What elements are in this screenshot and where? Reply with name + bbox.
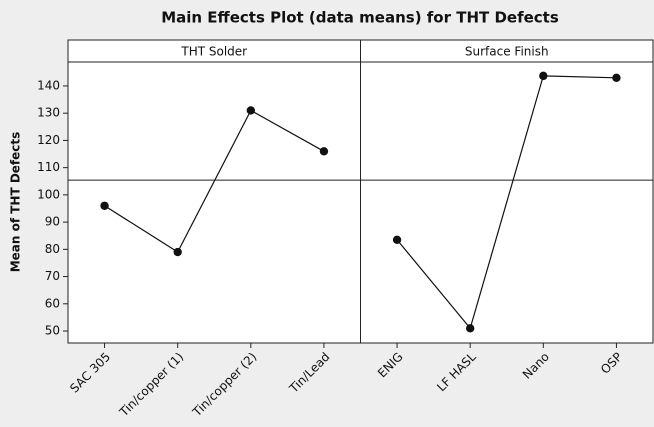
chart-title: Main Effects Plot (data means) for THT D…: [161, 9, 559, 27]
y-tick-label: 140: [37, 78, 60, 92]
panel-title: Surface Finish: [465, 45, 549, 59]
point: [246, 106, 256, 115]
y-tick-label: 80: [45, 242, 60, 256]
y-tick-label: 90: [45, 215, 60, 229]
y-tick-label: 60: [45, 296, 60, 310]
y-tick-label: 120: [37, 133, 60, 147]
panel-title: THT Solder: [180, 45, 247, 59]
point: [319, 147, 329, 156]
y-tick-label: 130: [37, 106, 60, 120]
point: [173, 247, 182, 257]
point: [612, 73, 621, 82]
y-tick-label: 110: [37, 160, 60, 174]
y-tick-label: 50: [45, 324, 60, 338]
point: [539, 71, 548, 81]
y-tick-label: 100: [37, 187, 60, 201]
point: [392, 235, 402, 245]
y-tick-label: 70: [45, 269, 60, 283]
line: [104, 109, 325, 253]
y-axis-title: Mean of THT Defects: [9, 132, 23, 273]
line: [396, 75, 617, 330]
point: [465, 324, 475, 333]
point: [100, 201, 109, 210]
